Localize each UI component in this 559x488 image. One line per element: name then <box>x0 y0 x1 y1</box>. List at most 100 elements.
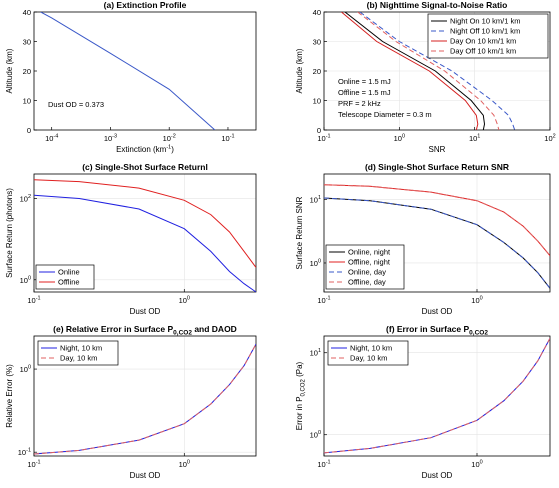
legend-box <box>37 340 119 366</box>
tick-base: 10 <box>471 460 479 469</box>
x-tick-label: 100 <box>179 296 190 306</box>
y-tick-label: 0 <box>27 126 31 135</box>
tick-base: 10 <box>317 296 325 305</box>
series-group <box>324 184 550 289</box>
tick-exp: 1 <box>477 134 480 140</box>
chart-title: (e) Relative Error in Surface P0,CO2 and… <box>53 324 237 337</box>
y-axis-label: Altitude (km) <box>295 48 304 93</box>
y-tick-label: 10-1 <box>18 448 31 458</box>
x-tick-label: 10-1 <box>27 460 40 470</box>
annotation: Online = 1.5 mJ <box>338 77 391 86</box>
x-tick-label: 100 <box>179 460 190 470</box>
y-tick-label: 10 <box>313 97 321 106</box>
y-tick-label: 101 <box>310 348 321 358</box>
chart-title: (c) Single-Shot Surface Returnl <box>82 162 208 172</box>
annotation: PRF = 2 kHz <box>338 99 381 108</box>
x-tick-label: 10-4 <box>45 134 58 144</box>
tick-base: 10 <box>20 194 28 203</box>
x-tick-label: 100 <box>471 460 482 470</box>
tick-exp: 0 <box>187 460 190 466</box>
tick-base: 10 <box>179 296 187 305</box>
plot-area-d <box>323 173 551 293</box>
legend-label: Offline, day <box>348 278 386 287</box>
x-axis-label: Dust OD <box>422 471 453 480</box>
tick-exp: 0 <box>318 258 321 264</box>
x-label-text: Dust OD <box>422 307 453 316</box>
y-label-text: Altitude (km) <box>5 48 14 93</box>
x-label-tail: ) <box>171 145 174 154</box>
legend-label: Online, night <box>348 248 391 257</box>
y-axis-label: Surface Return (photons) <box>5 188 14 278</box>
legend-label: Online, day <box>348 268 386 277</box>
title-text: (a) Extinction Profile <box>104 0 187 10</box>
series-line-1 <box>324 338 550 454</box>
chart-title: (a) Extinction Profile <box>104 0 187 10</box>
tick-base: 10 <box>27 460 35 469</box>
title-tail: and DAOD <box>192 324 237 334</box>
y-tick-label: 40 <box>313 8 321 17</box>
y-tick-label: 100 <box>20 365 31 375</box>
y-tick-label: 0 <box>317 126 321 135</box>
annotation: Offline = 1.5 mJ <box>338 88 391 97</box>
series-line-1 <box>34 179 256 268</box>
legend-box <box>427 13 549 59</box>
y-tick-label: 30 <box>23 38 31 47</box>
series-line-2 <box>341 12 479 130</box>
title-text: (f) Error in Surface P <box>386 324 469 334</box>
tick-exp: 0 <box>28 275 31 281</box>
tick-exp: -1 <box>26 448 31 454</box>
tick-base: 10 <box>104 134 112 143</box>
title-subscript: 0,CO2 <box>469 330 488 337</box>
x-tick-label: 100 <box>471 296 482 306</box>
title-subscript: 0,CO2 <box>173 330 192 337</box>
tick-base: 10 <box>20 365 28 374</box>
y-label-tail: (Pa) <box>295 361 304 379</box>
y-tick-label: 100 <box>310 430 321 440</box>
title-text: (c) Single-Shot Surface Returnl <box>82 162 208 172</box>
series-group <box>40 12 216 130</box>
tick-exp: 2 <box>28 194 31 200</box>
x-tick-label: 102 <box>544 134 555 144</box>
tick-base: 10 <box>471 296 479 305</box>
legend-label: Day, 10 km <box>60 354 97 363</box>
legend-label: Offline, night <box>348 258 391 267</box>
y-label-text: Surface Return (photons) <box>5 188 14 278</box>
tick-exp: 1 <box>318 195 321 201</box>
x-tick-label: 10-2 <box>163 134 176 144</box>
y-label-text: Surface Return SNR <box>295 196 304 269</box>
chart-title: (f) Error in Surface P0,CO2 <box>386 324 488 337</box>
legend-box <box>327 340 409 366</box>
series-group <box>341 12 516 130</box>
y-axis-label: Altitude (km) <box>5 48 14 93</box>
x-label-text: SNR <box>429 145 446 154</box>
annotation: Telescope Diameter = 0.3 m <box>338 110 432 119</box>
tick-exp: 0 <box>480 296 483 302</box>
legend-label: Online <box>58 268 80 277</box>
x-tick-label: 10-1 <box>27 296 40 306</box>
series-group <box>34 343 256 455</box>
series-line-2 <box>324 197 550 289</box>
tick-base: 10 <box>221 134 229 143</box>
y-tick-label: 40 <box>23 8 31 17</box>
x-label-text: Dust OD <box>130 471 161 480</box>
series-line-1 <box>34 343 256 455</box>
tick-base: 10 <box>18 448 26 457</box>
x-label-text: Extinction (km <box>116 145 167 154</box>
legend-label: Day, 10 km <box>350 354 387 363</box>
x-label-sup: -1 <box>166 145 171 151</box>
x-label-text: Dust OD <box>422 471 453 480</box>
title-text: (d) Single-Shot Surface Return SNR <box>365 162 509 172</box>
legend-label: Offline <box>58 278 80 287</box>
legend-label: Day On 10 km/1 km <box>450 37 516 46</box>
tick-exp: 0 <box>480 460 483 466</box>
series-group <box>324 338 550 454</box>
